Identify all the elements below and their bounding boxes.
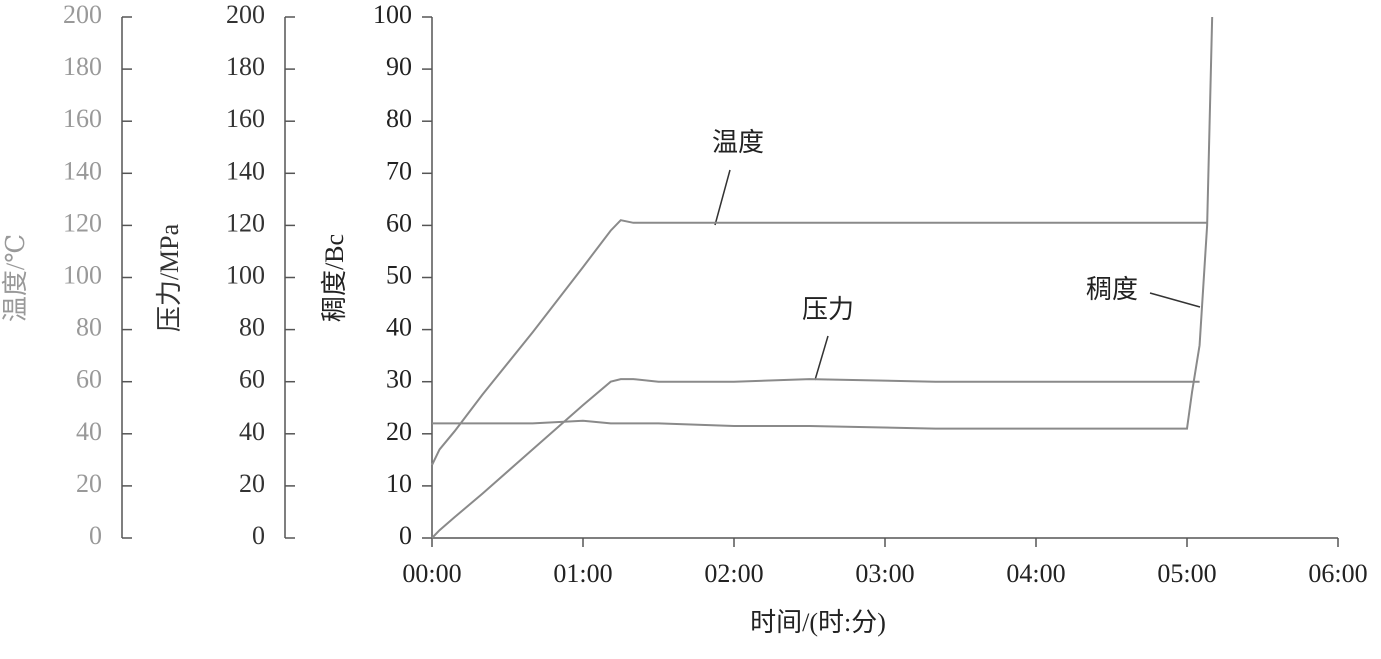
series-annotation: 稠度 [1086, 275, 1138, 304]
y-tick-label: 20 [76, 469, 102, 498]
x-tick-label: 06:00 [1308, 559, 1367, 588]
leader-line [714, 169, 731, 226]
series-annotation: 压力 [802, 295, 854, 324]
x-axis-title: 时间/(时:分) [750, 608, 886, 637]
y-axis-title: 稠度/Bc [320, 234, 349, 322]
series-line [431, 378, 1200, 539]
y-tick-label: 100 [63, 260, 102, 289]
y-axis-title: 温度/℃ [1, 234, 30, 322]
y-tick-label: 120 [63, 208, 102, 237]
y-tick-label: 10 [386, 469, 412, 498]
x-tick-label: 05:00 [1157, 559, 1216, 588]
y-tick-label: 180 [63, 52, 102, 81]
y-axis-title: 压力/MPa [155, 223, 184, 332]
y-tick-label: 160 [63, 104, 102, 133]
x-tick-label: 03:00 [855, 559, 914, 588]
y-tick-label: 90 [386, 52, 412, 81]
y-tick-label: 40 [386, 313, 412, 342]
x-tick-label: 00:00 [402, 559, 461, 588]
y-tick-label: 0 [89, 521, 102, 550]
y-tick-label: 80 [239, 313, 265, 342]
y-tick-label: 20 [239, 469, 265, 498]
y-tick-label: 100 [373, 0, 412, 29]
leader-line [814, 335, 829, 381]
y-tick-label: 30 [386, 365, 412, 394]
series-line [432, 16, 1214, 430]
y-tick-label: 60 [386, 208, 412, 237]
y-tick-label: 40 [239, 417, 265, 446]
y-tick-label: 140 [226, 156, 265, 185]
series-line [431, 219, 1208, 466]
y-tick-label: 70 [386, 156, 412, 185]
y-tick-label: 80 [76, 313, 102, 342]
x-tick-label: 04:00 [1006, 559, 1065, 588]
series-annotation: 温度 [712, 128, 764, 157]
x-tick-label: 01:00 [553, 559, 612, 588]
y-tick-label: 50 [386, 260, 412, 289]
y-tick-label: 120 [226, 208, 265, 237]
y-tick-label: 80 [386, 104, 412, 133]
x-tick-label: 02:00 [704, 559, 763, 588]
y-tick-label: 140 [63, 156, 102, 185]
y-tick-label: 60 [76, 365, 102, 394]
y-tick-label: 160 [226, 104, 265, 133]
y-tick-label: 40 [76, 417, 102, 446]
y-tick-label: 60 [239, 365, 265, 394]
leader-line [1149, 292, 1201, 308]
y-tick-label: 100 [226, 260, 265, 289]
y-tick-label: 20 [386, 417, 412, 446]
y-tick-label: 200 [226, 0, 265, 29]
y-tick-label: 200 [63, 0, 102, 29]
y-tick-label: 0 [399, 521, 412, 550]
y-tick-label: 0 [252, 521, 265, 550]
y-tick-label: 180 [226, 52, 265, 81]
